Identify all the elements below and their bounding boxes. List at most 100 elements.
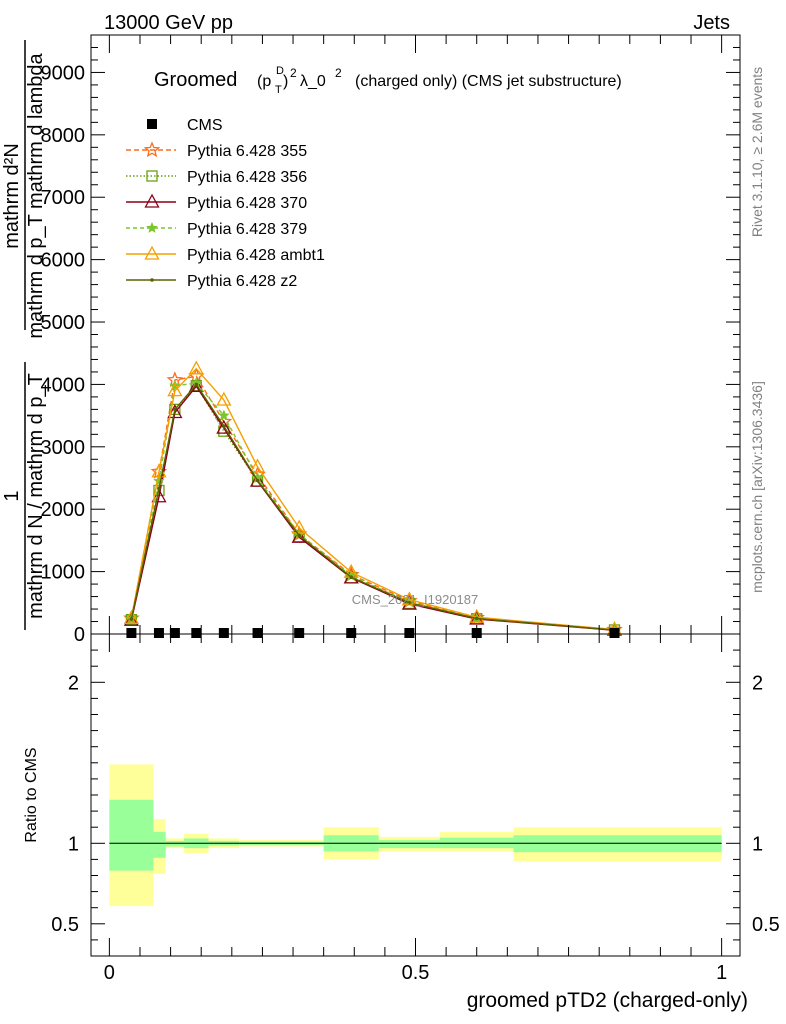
data-point-cms (126, 628, 137, 638)
data-point-pythia-6-428-z2 (297, 533, 301, 538)
data-point-pythia-6-428-z2 (474, 616, 479, 621)
data-point-pythia-6-428-z2 (255, 478, 260, 483)
ratio-y-tick-label-right: 0.5 (752, 914, 780, 936)
header-right: Jets (693, 12, 730, 34)
title-rest: (charged only) (CMS jet substructure) (355, 73, 622, 90)
legend-entry-pythia-6-428-370: Pythia 6.428 370 (126, 193, 307, 212)
legend-marker (144, 193, 160, 208)
analysis-watermark: CMS_2021_I1920187 (352, 592, 479, 607)
legend-label: Pythia 6.428 ambt1 (187, 247, 325, 264)
series-cms (126, 628, 620, 638)
ratio-band-inner (378, 840, 440, 849)
main-y-tick-label: 0 (74, 624, 85, 646)
legend-entry-pythia-6-428-ambt1: Pythia 6.428 ambt1 (126, 245, 325, 264)
main-y-tick-label: 4000 (41, 374, 86, 396)
data-point-pythia-6-428-370 (123, 611, 140, 626)
main-y-label: 1 mathrm d N / mathrm d p_T mathrm d²N m… (1, 40, 47, 630)
main-y-tick-label: 3000 (41, 437, 86, 459)
data-point-pythia-6-428-z2 (222, 424, 226, 429)
legend-label: Pythia 6.428 355 (187, 143, 307, 160)
data-point-pythia-6-428-z2 (194, 382, 199, 387)
x-tick-label: 1 (716, 962, 727, 984)
title-sub-t: T (275, 84, 282, 96)
ylabel-numerator-2: mathrm d²N (1, 143, 23, 249)
main-y-tick-label: 6000 (41, 250, 86, 272)
data-point-pythia-6-428-z2 (157, 486, 161, 491)
legend-label: Pythia 6.428 379 (187, 221, 307, 238)
data-point-pythia-6-428-ambt1 (469, 608, 485, 623)
data-point-pythia-6-428-370 (216, 419, 232, 434)
x-tick-label: 0 (104, 962, 115, 984)
legend-label: CMS (187, 117, 223, 134)
legend-entry-cms: CMS (147, 117, 223, 134)
legend-entry-pythia-6-428-355: Pythia 6.428 355 (126, 141, 307, 160)
title-p: (p (257, 73, 271, 90)
x-tick-label: 0.5 (402, 962, 430, 984)
data-point-cms (153, 628, 164, 638)
data-point-pythia-6-428-370 (291, 528, 307, 543)
ratio-y-tick-label-right: 2 (752, 672, 763, 694)
rivet-version-label: Rivet 3.1.10, ≥ 2.6M events (749, 67, 765, 237)
data-point-pythia-6-428-z2 (129, 617, 134, 621)
ylabel-numerator-1: 1 (1, 490, 23, 501)
data-point-pythia-6-428-ambt1 (249, 458, 266, 473)
main-y-tick-label: 9000 (41, 62, 86, 84)
legend-marker (150, 278, 154, 282)
data-point-cms (169, 628, 180, 638)
data-point-pythia-6-428-379 (218, 409, 230, 421)
data-point-pythia-6-428-ambt1 (167, 382, 183, 397)
data-point-pythia-6-428-370 (188, 377, 204, 392)
data-point-cms (218, 628, 229, 638)
legend-label: Pythia 6.428 370 (187, 195, 307, 212)
title-sup-2b: 2 (335, 66, 342, 80)
ratio-y-tick-label-right: 1 (752, 833, 763, 855)
legend-entry-pythia-6-428-z2: Pythia 6.428 z2 (126, 273, 297, 290)
ratio-band-inner (109, 799, 154, 871)
data-point-cms (294, 628, 305, 638)
title-word: Groomed (154, 69, 237, 91)
data-point-pythia-6-428-z2 (173, 407, 177, 412)
data-point-cms (191, 628, 202, 638)
data-point-cms (252, 628, 263, 638)
data-point-pythia-6-428-370 (249, 472, 266, 487)
series-line-pythia-6-428-ambt1 (130, 367, 615, 631)
legend-entry-pythia-6-428-379: Pythia 6.428 379 (126, 221, 307, 238)
data-point-pythia-6-428-ambt1 (291, 519, 307, 534)
series-pythia-6-428-z2 (129, 382, 617, 632)
title-close: ) (283, 73, 288, 90)
data-point-cms (404, 628, 415, 638)
header-left: 13000 GeV pp (104, 12, 233, 34)
main-y-tick-label: 2000 (41, 499, 86, 521)
legend-label: Pythia 6.428 356 (187, 169, 307, 186)
data-point-pythia-6-428-ambt1 (188, 360, 204, 375)
ylabel-denominator-1: mathrm d N / mathrm d p_T (25, 373, 47, 619)
ratio-y-tick-label: 2 (68, 672, 79, 694)
legend-marker (143, 141, 161, 158)
legend-label: Pythia 6.428 z2 (187, 273, 297, 290)
ratio-band-inner (153, 832, 166, 858)
legend-marker (147, 119, 157, 129)
ratio-y-tick-label: 1 (68, 833, 79, 855)
legend-marker (146, 221, 158, 233)
mcplots-label: mcplots.cern.ch [arXiv:1306.3436] (749, 381, 765, 593)
data-point-cms (609, 628, 620, 638)
main-y-tick-label: 1000 (41, 562, 86, 584)
data-point-pythia-6-428-ambt1 (123, 610, 140, 625)
title-sup-2: 2 (290, 66, 297, 80)
legend-marker (146, 170, 158, 182)
data-point-pythia-6-428-ambt1 (216, 391, 232, 406)
ylabel-denominator-2: mathrm d p_T mathrm d lambda (25, 52, 47, 338)
data-point-cms (346, 628, 357, 638)
ratio-plot-frame (90, 633, 741, 957)
data-point-pythia-6-428-370 (151, 488, 167, 503)
data-point-pythia-6-428-z2 (349, 575, 354, 580)
data-point-pythia-6-428-z2 (407, 601, 412, 605)
data-point-pythia-6-428-ambt1 (401, 591, 417, 606)
data-point-pythia-6-428-370 (167, 404, 183, 419)
title-lambda: λ_0 (300, 73, 326, 90)
legend-marker (144, 245, 160, 260)
main-y-tick-label: 7000 (41, 187, 86, 209)
title-sup-d: D (276, 65, 284, 77)
main-y-tick-label: 8000 (41, 125, 86, 147)
